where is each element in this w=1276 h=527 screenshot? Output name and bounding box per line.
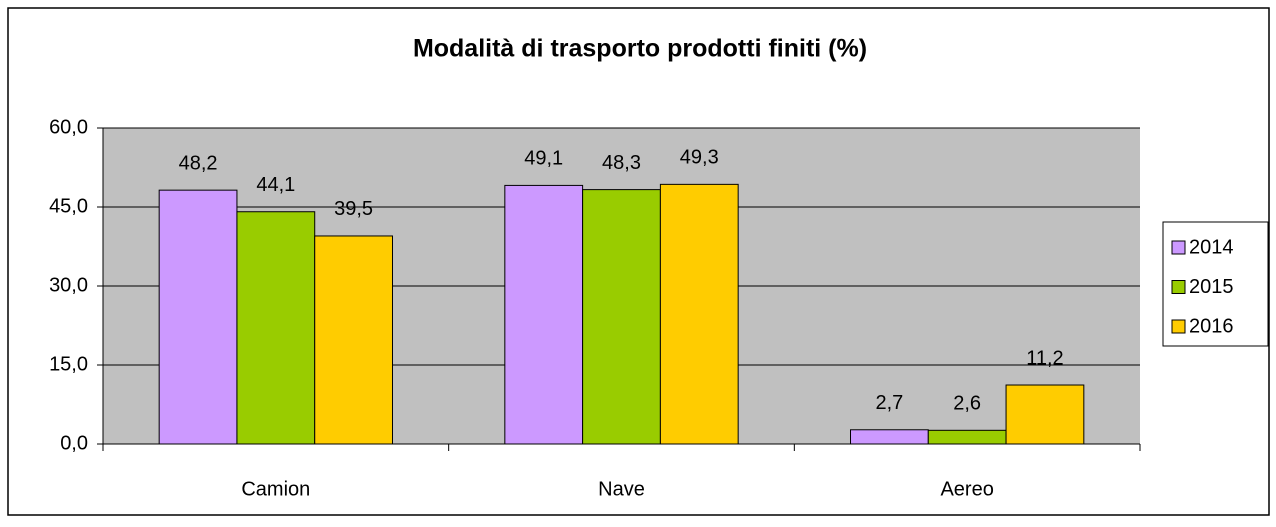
bar — [504, 184, 584, 445]
bar — [582, 189, 661, 445]
legend-swatch — [1171, 319, 1186, 334]
bar — [236, 211, 316, 445]
legend-swatch — [1171, 240, 1186, 255]
value-label: 2,6 — [953, 393, 981, 415]
x-tick-label: Aereo — [940, 478, 993, 500]
value-label: 11,2 — [1026, 347, 1063, 369]
bar — [659, 183, 739, 445]
bar — [158, 189, 238, 445]
value-label: 48,3 — [602, 152, 641, 174]
y-tick-label: 30,0 — [49, 274, 88, 296]
value-label: 49,1 — [524, 148, 563, 170]
value-label: 49,3 — [680, 147, 719, 169]
y-tick-label: 15,0 — [49, 353, 88, 375]
bar — [314, 235, 393, 445]
y-tick-label: 45,0 — [49, 195, 88, 217]
legend-label: 2015 — [1189, 276, 1234, 298]
bar — [927, 429, 1007, 445]
x-tick-label: Nave — [598, 478, 645, 500]
y-tick-label: 60,0 — [49, 116, 88, 138]
value-label: 39,5 — [334, 198, 373, 220]
legend-swatch — [1171, 280, 1186, 294]
x-tick-label: Camion — [241, 478, 310, 500]
legend-label: 2014 — [1189, 236, 1234, 258]
value-label: 2,7 — [875, 392, 903, 414]
value-label: 48,2 — [179, 152, 218, 174]
value-label: 44,1 — [256, 174, 295, 196]
legend-label: 2016 — [1189, 315, 1234, 337]
y-tick-label: 0,0 — [60, 432, 88, 454]
bar — [1005, 384, 1085, 445]
bar — [850, 429, 929, 445]
chart-title: Modalità di trasporto prodotti finiti (%… — [413, 35, 867, 63]
